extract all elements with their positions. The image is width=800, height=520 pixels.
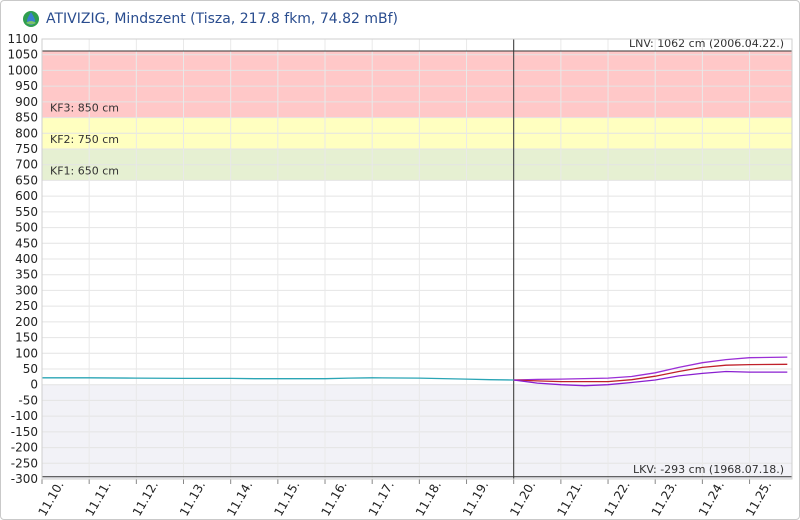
y-tick-label: 750	[15, 142, 38, 156]
x-tick-label: 11.13.	[177, 478, 208, 518]
x-tick-label: 11.11.	[83, 478, 114, 518]
y-tick-label: 1050	[7, 48, 38, 62]
y-tick-label: 600	[15, 189, 38, 203]
y-tick-label: 850	[15, 111, 38, 125]
x-tick-label: 11.12.	[130, 478, 161, 518]
water-drop-leaf-logo	[23, 11, 39, 27]
x-tick-label: 11.16.	[318, 478, 349, 518]
y-tick-label: 550	[15, 205, 38, 219]
x-tick-label: 11.18.	[413, 478, 444, 518]
chart-header: ATIVIZIG, Mindszent (Tisza, 217.8 fkm, 7…	[22, 8, 398, 30]
x-tick-label: 11.14.	[224, 478, 255, 518]
y-tick-label: 350	[15, 268, 38, 282]
alert-zone-3	[42, 50, 792, 118]
x-tick-label: 11.22.	[602, 478, 633, 518]
y-tick-label: 1000	[7, 63, 38, 77]
y-tick-label: -200	[11, 441, 38, 455]
series-line-2	[513, 356, 788, 381]
x-tick-label: 11.24.	[696, 478, 727, 518]
y-tick-label: 150	[15, 331, 38, 345]
y-tick-label: -300	[11, 472, 38, 486]
zone-label: KF3: 850 cm	[50, 102, 119, 115]
y-tick-label: 500	[15, 221, 38, 235]
y-tick-label: 0	[30, 378, 38, 392]
x-tick-label: 11.25.	[743, 478, 774, 518]
y-tick-label: 650	[15, 173, 38, 187]
x-tick-label: 11.15.	[271, 478, 302, 518]
x-tick-label: 11.21.	[554, 478, 585, 518]
x-tick-label: 11.20.	[507, 478, 538, 518]
y-tick-label: 100	[15, 346, 38, 360]
y-tick-label: 250	[15, 299, 38, 313]
reference-label: LKV: -293 cm (1968.07.18.)	[633, 463, 784, 476]
y-tick-label: 1100	[7, 32, 38, 46]
y-tick-label: -250	[11, 456, 38, 470]
series-line-1	[42, 377, 514, 381]
y-tick-label: 900	[15, 95, 38, 109]
zone-label: KF1: 650 cm	[50, 164, 119, 177]
x-tick-label: 11.10.	[35, 478, 66, 518]
zone-label: KF2: 750 cm	[50, 133, 119, 146]
y-tick-label: -100	[11, 409, 38, 423]
x-tick-label: 11.23.	[649, 478, 680, 518]
y-tick-label: -150	[11, 425, 38, 439]
y-tick-label: 700	[15, 158, 38, 172]
y-tick-label: -50	[18, 393, 38, 407]
x-tick-label: 11.19.	[460, 478, 491, 518]
plot-border	[41, 38, 793, 480]
y-tick-label: 450	[15, 236, 38, 250]
x-tick-label: 11.17.	[366, 478, 397, 518]
y-tick-label: 950	[15, 79, 38, 93]
series-line-3	[513, 363, 788, 383]
y-tick-label: 200	[15, 315, 38, 329]
y-tick-label: 400	[15, 252, 38, 266]
y-tick-label: 50	[23, 362, 38, 376]
chart-title: ATIVIZIG, Mindszent (Tisza, 217.8 fkm, 7…	[46, 11, 399, 27]
reference-label: LNV: 1062 cm (2006.04.22.)	[629, 37, 784, 50]
y-tick-label: 800	[15, 126, 38, 140]
series-line-4	[513, 370, 788, 387]
y-tick-label: 300	[15, 283, 38, 297]
